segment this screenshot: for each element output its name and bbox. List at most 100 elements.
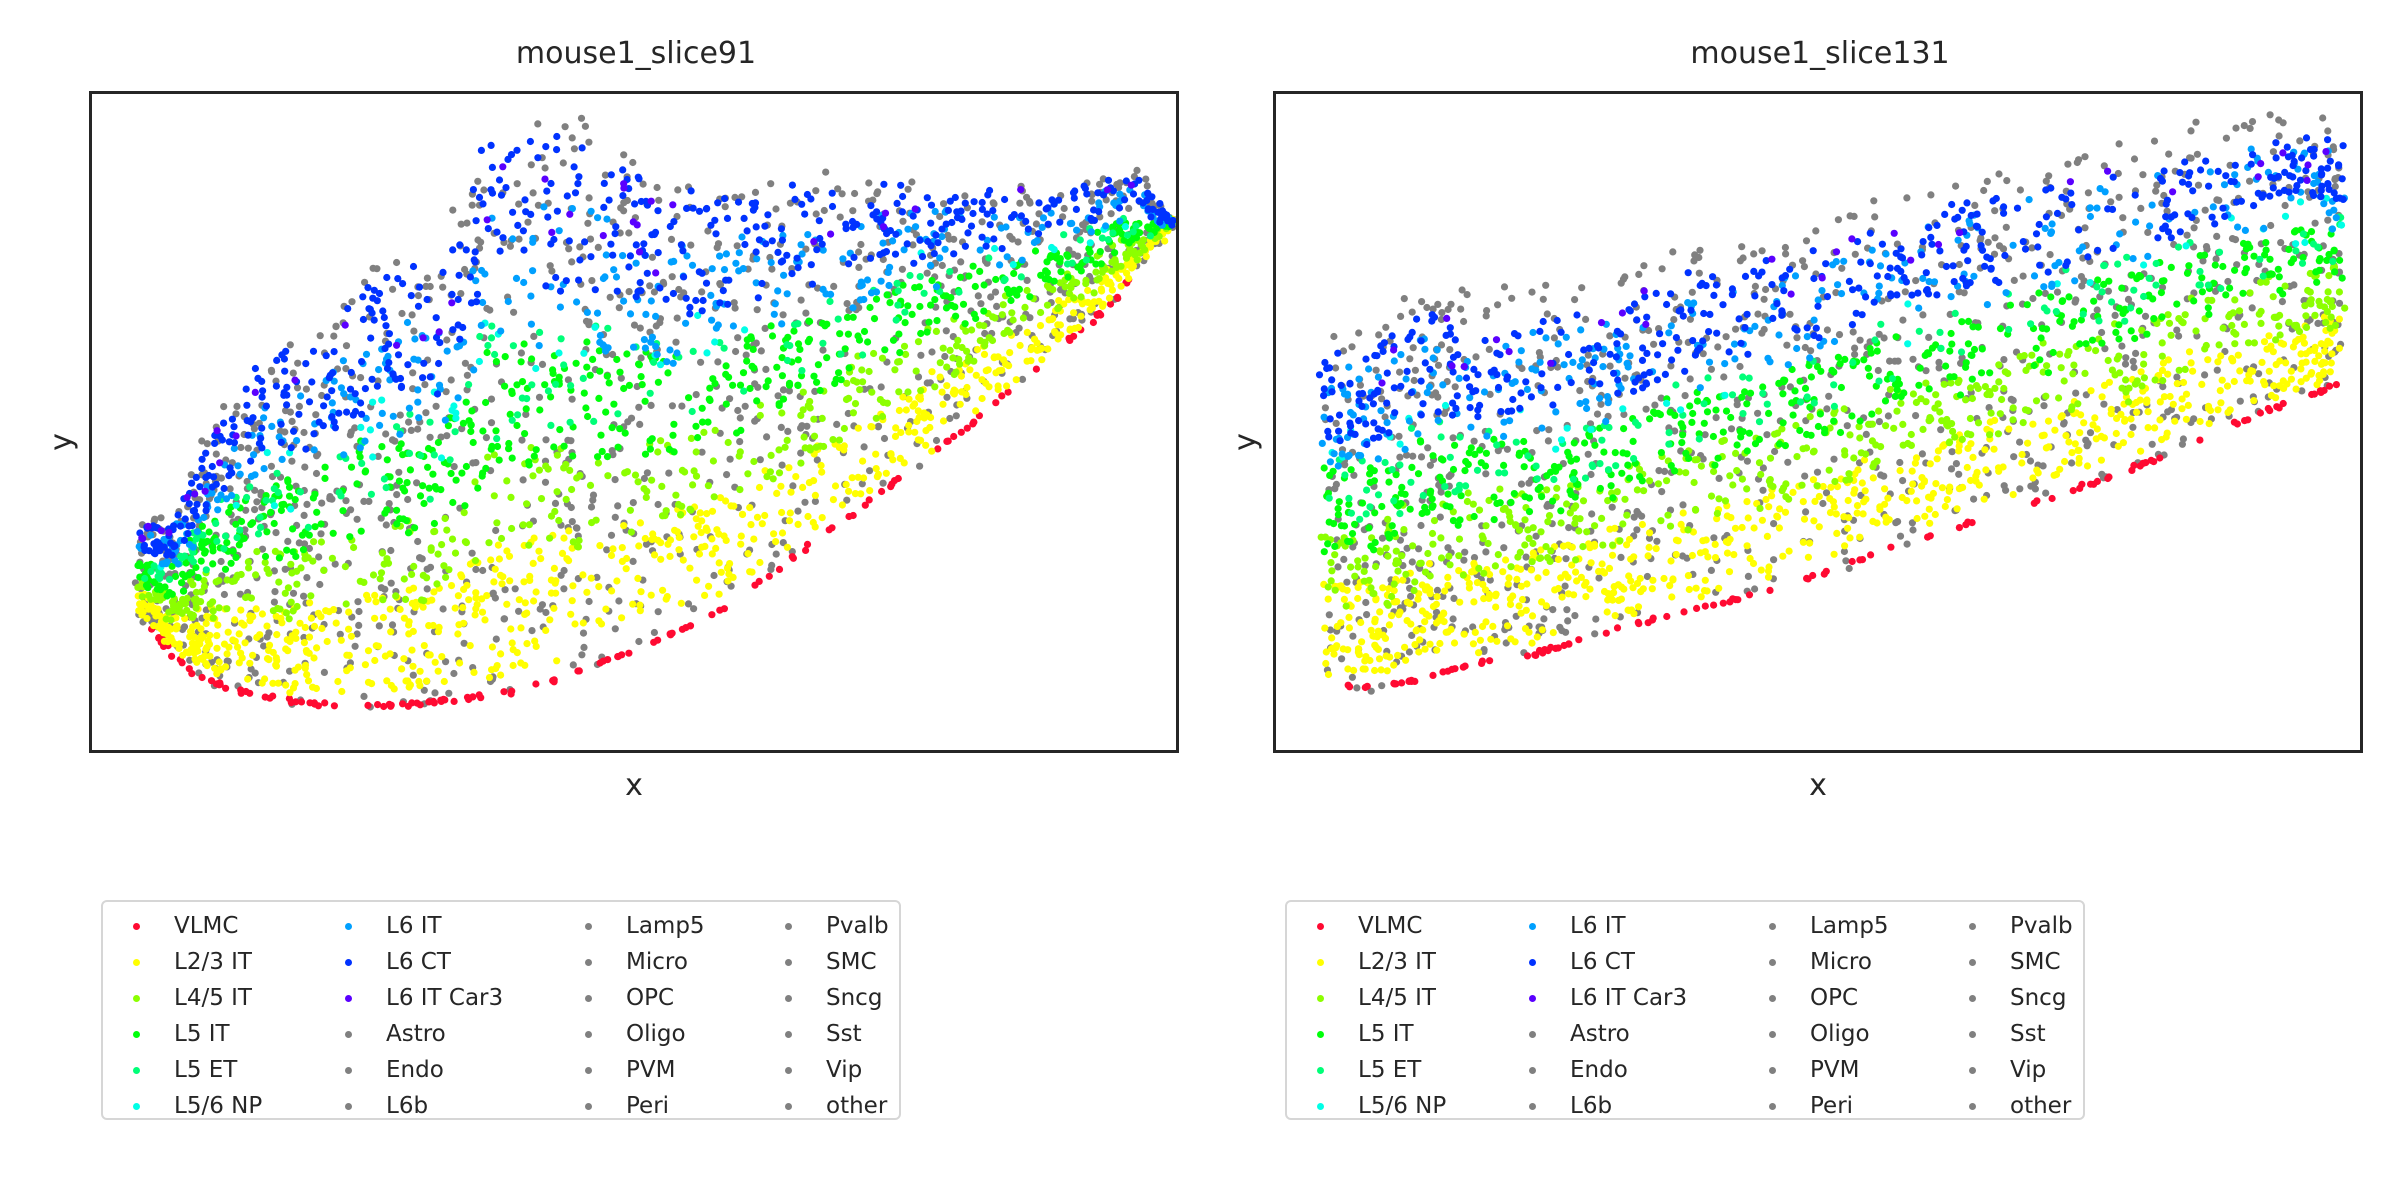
scatter-point — [844, 330, 853, 338]
scatter-point — [213, 632, 221, 640]
scatter-point — [1739, 254, 1747, 262]
scatter-point — [2332, 381, 2340, 389]
scatter-point — [366, 426, 374, 434]
scatter-point — [168, 562, 176, 570]
scatter-point — [550, 564, 558, 572]
scatter-point — [244, 675, 252, 683]
scatter-point — [1104, 236, 1112, 244]
scatter-point — [786, 342, 794, 350]
scatter-point — [263, 622, 271, 630]
scatter-point — [517, 624, 525, 632]
scatter-point — [863, 276, 872, 284]
scatter-point — [1055, 304, 1063, 312]
scatter-point — [1449, 615, 1457, 623]
scatter-point — [275, 433, 283, 441]
scatter-point — [202, 501, 210, 509]
scatter-point — [508, 416, 516, 424]
scatter-point — [703, 204, 711, 213]
scatter-point — [395, 477, 403, 485]
scatter-point — [1539, 295, 1547, 303]
scatter-point — [458, 573, 466, 581]
scatter-point — [2111, 311, 2119, 319]
scatter-point — [1617, 279, 1625, 287]
scatter-point — [1457, 305, 1465, 313]
scatter-point — [1448, 665, 1456, 674]
scatter-point — [901, 319, 909, 327]
scatter-point — [1129, 190, 1138, 198]
scatter-point — [488, 163, 496, 171]
scatter-point — [359, 293, 367, 301]
scatter-point — [509, 235, 517, 243]
scatter-point — [1613, 624, 1622, 632]
scatter-point — [454, 592, 462, 600]
scatter-point — [580, 389, 588, 397]
scatter-point — [308, 378, 316, 386]
scatter-point — [804, 231, 812, 239]
scatter-point — [247, 457, 255, 465]
scatter-point — [1074, 252, 1082, 260]
scatter-point — [251, 388, 259, 396]
scatter-point — [978, 394, 986, 403]
scatter-point — [492, 526, 500, 535]
scatter-point — [1503, 445, 1511, 453]
scatter-point — [291, 496, 299, 504]
scatter-point — [2190, 224, 2198, 232]
scatter-point — [341, 563, 349, 571]
scatter-point — [1023, 328, 1031, 336]
scatter-point — [2026, 457, 2035, 465]
scatter-point — [2045, 172, 2053, 180]
scatter-point — [382, 484, 390, 492]
scatter-point — [922, 441, 930, 449]
scatter-point — [198, 541, 206, 549]
scatter-point — [519, 521, 527, 529]
scatter-point — [553, 657, 561, 665]
scatter-point — [165, 529, 173, 537]
scatter-point — [376, 421, 384, 429]
scatter-point — [677, 241, 686, 249]
scatter-point — [690, 605, 698, 613]
scatter-point — [996, 261, 1004, 269]
scatter-point — [915, 413, 923, 422]
scatter-point — [331, 560, 339, 568]
scatter-point — [2042, 489, 2050, 497]
scatter-point — [1587, 470, 1595, 479]
scatter-point — [664, 369, 672, 377]
x-axis-label: x — [625, 768, 643, 803]
scatter-point — [411, 335, 419, 343]
scatter-point — [1407, 592, 1415, 600]
scatter-point — [1608, 503, 1616, 511]
scatter-point — [529, 267, 537, 275]
scatter-point — [1088, 216, 1096, 224]
scatter-point — [178, 579, 186, 587]
scatter-point — [1784, 458, 1792, 466]
scatter-point — [2040, 402, 2048, 410]
scatter-point — [429, 470, 437, 478]
scatter-point — [342, 365, 350, 373]
scatter-point — [2078, 282, 2086, 290]
scatter-point — [976, 246, 984, 254]
scatter-point — [413, 479, 421, 487]
scatter-point — [879, 249, 888, 257]
scatter-point — [1648, 616, 1657, 624]
scatter-point — [605, 379, 613, 387]
scatter-point — [503, 600, 511, 608]
scatter-point — [1482, 548, 1490, 556]
scatter-point — [281, 367, 289, 375]
scatter-point — [668, 402, 677, 410]
scatter-point — [640, 336, 649, 344]
scatter-point — [260, 465, 268, 473]
scatter-point — [1122, 177, 1130, 185]
scatter-point — [908, 178, 916, 186]
scatter-point — [469, 693, 477, 701]
scatter-point — [800, 433, 808, 441]
scatter-point — [216, 459, 224, 467]
scatter-point — [648, 535, 656, 544]
scatter-point — [611, 476, 619, 484]
scatter-point — [1517, 480, 1526, 488]
scatter-point — [559, 159, 567, 167]
scatter-point — [865, 496, 873, 504]
scatter-point — [892, 424, 900, 432]
scatter-point — [2053, 288, 2062, 296]
scatter-point — [2081, 153, 2089, 161]
scatter-point — [1701, 602, 1709, 610]
